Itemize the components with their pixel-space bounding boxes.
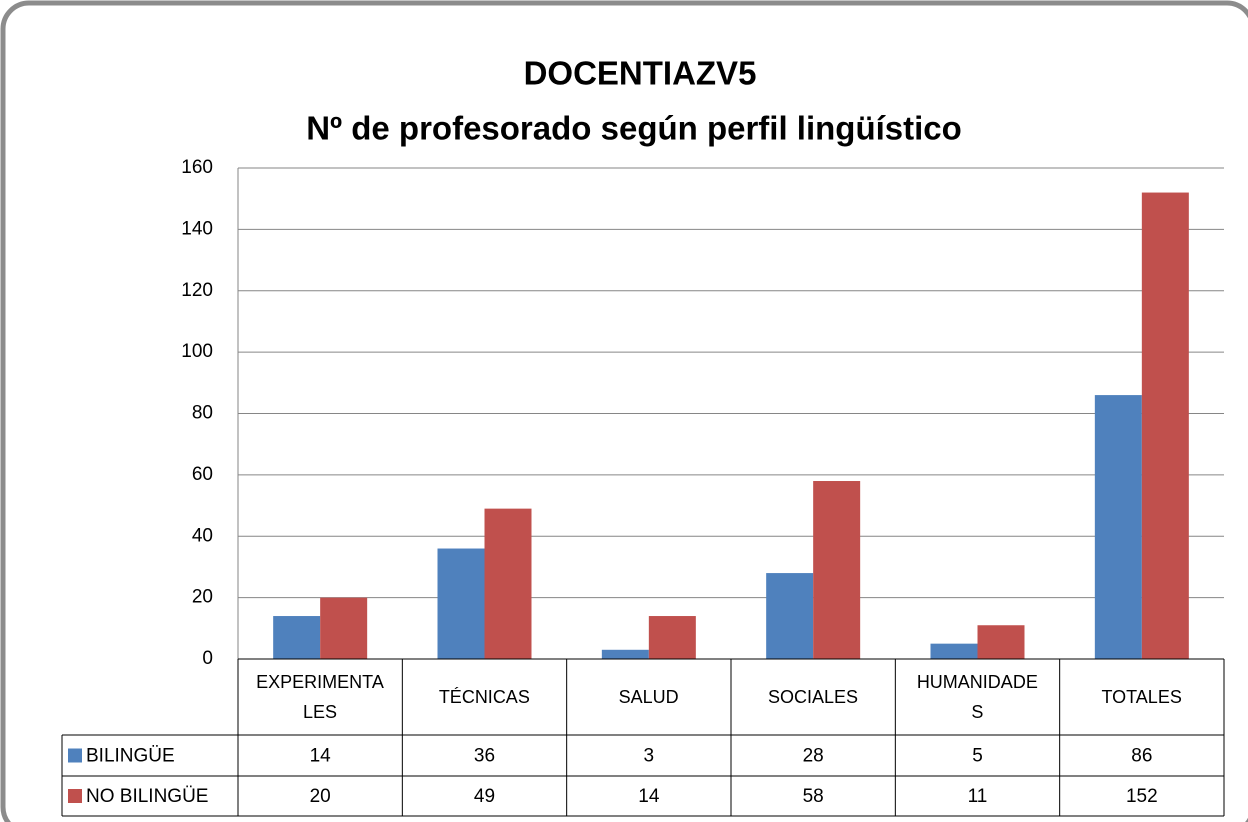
bar [320, 597, 368, 659]
table-value: 11 [968, 786, 988, 807]
bar [1094, 395, 1142, 659]
bar [766, 573, 814, 659]
table-value: 49 [474, 786, 495, 807]
y-tick-label: 60 [192, 464, 213, 485]
bar [930, 643, 978, 659]
bar [648, 616, 696, 659]
bar [601, 649, 649, 659]
legend-swatch [68, 748, 82, 763]
bar [1141, 192, 1189, 660]
table-value: 28 [803, 746, 824, 767]
x-tick-label-cell: HUMANIDADES [916, 672, 1038, 722]
table-value: 86 [1131, 746, 1152, 767]
y-tick-label: 120 [181, 280, 213, 301]
table-value: 36 [474, 746, 495, 767]
legend-label: NO BILINGÜE [86, 786, 208, 807]
x-tick-label-cell: TÉCNICAS [438, 687, 530, 707]
table-value: 14 [310, 746, 332, 767]
x-tick-label: TOTALES [1101, 687, 1182, 707]
y-tick-label: 40 [192, 525, 213, 546]
table-value: 58 [803, 786, 824, 807]
x-tick-label-cell: SALUD [618, 687, 679, 707]
x-tick-label: EXPERIMENTALES [256, 672, 384, 722]
y-tick-label: 80 [192, 403, 213, 424]
legend-swatch [68, 789, 82, 803]
x-tick-label: HUMANIDADES [916, 672, 1038, 722]
table-value: 152 [1126, 786, 1158, 807]
table-value: 14 [638, 786, 660, 807]
x-tick-label: TÉCNICAS [438, 687, 530, 707]
chart-title: DOCENTIAZV5 [524, 55, 757, 92]
bar [813, 481, 861, 659]
x-tick-label-cell: SOCIALES [767, 687, 859, 707]
x-tick-label-cell: EXPERIMENTALES [256, 672, 384, 722]
bar [484, 508, 532, 659]
table-value: 20 [310, 786, 331, 807]
bar [437, 548, 485, 659]
legend-label: BILINGÜE [86, 746, 175, 767]
bar [273, 616, 321, 659]
x-tick-label: SOCIALES [767, 687, 859, 707]
y-tick-label: 160 [181, 157, 213, 178]
y-tick-label: 0 [202, 648, 213, 669]
x-tick-label: SALUD [618, 687, 679, 707]
table-value: 3 [644, 746, 655, 767]
y-tick-label: 20 [192, 587, 213, 608]
x-tick-label-cell: TOTALES [1101, 687, 1182, 707]
y-tick-label: 140 [181, 218, 213, 239]
y-tick-label: 100 [181, 341, 213, 362]
table-value: 5 [972, 746, 983, 767]
bar [977, 625, 1025, 659]
chart-subtitle: Nº de profesorado según perfil lingüísti… [306, 110, 962, 147]
